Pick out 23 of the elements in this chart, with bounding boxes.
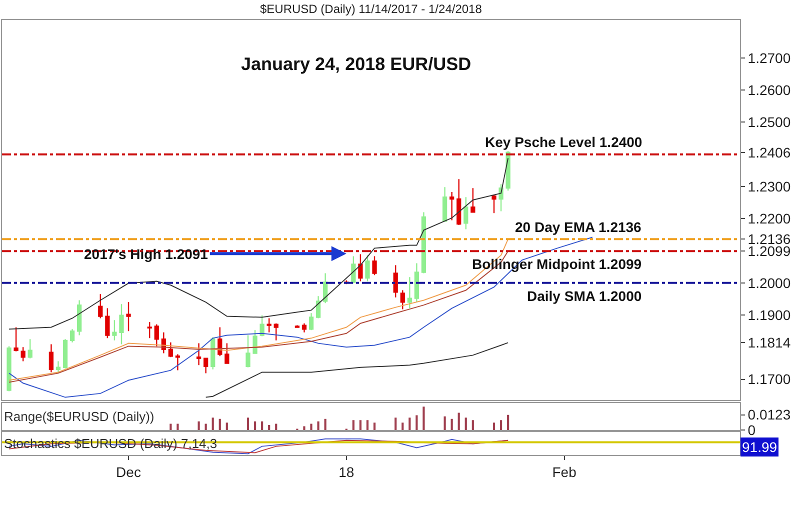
text: Range($EURUSD (Daily)) <box>4 409 154 424</box>
x-tick-label: Dec <box>116 464 141 480</box>
text: January 24, 2018 EUR/USD <box>241 54 472 74</box>
text: 91.99 <box>742 439 778 455</box>
ref-line-label: Key Psche Level 1.2400 <box>485 134 642 150</box>
y-tick-label: 1.2136 <box>748 231 791 248</box>
y-tick-label: 1.2300 <box>748 178 791 194</box>
y-tick-label: 1.2500 <box>748 114 791 130</box>
ref-line-label: Daily SMA 1.2000 <box>527 288 642 304</box>
y-tick-label: 1.2406 <box>748 144 791 160</box>
y-tick-label: 0 <box>748 422 756 438</box>
chart-title: $EURUSD (Daily) 11/14/2017 - 1/24/2018 <box>260 2 482 16</box>
x-tick-label: 18 <box>338 464 354 480</box>
y-tick-label: 1.2000 <box>748 274 791 291</box>
y-tick-label: 1.2700 <box>748 50 791 66</box>
y-tick-label: 1.1900 <box>748 306 791 323</box>
y-tick-label: 1.1814 <box>748 334 791 351</box>
y-tick-label: 1.1700 <box>748 371 791 388</box>
y-tick-label: 1.2200 <box>748 210 791 227</box>
ref-line-label: 20 Day EMA 1.2136 <box>515 219 642 235</box>
y-tick-label: 1.2600 <box>748 82 791 98</box>
x-tick-label: Feb <box>552 464 577 480</box>
y-tick-label: 0.0123 <box>748 406 791 423</box>
